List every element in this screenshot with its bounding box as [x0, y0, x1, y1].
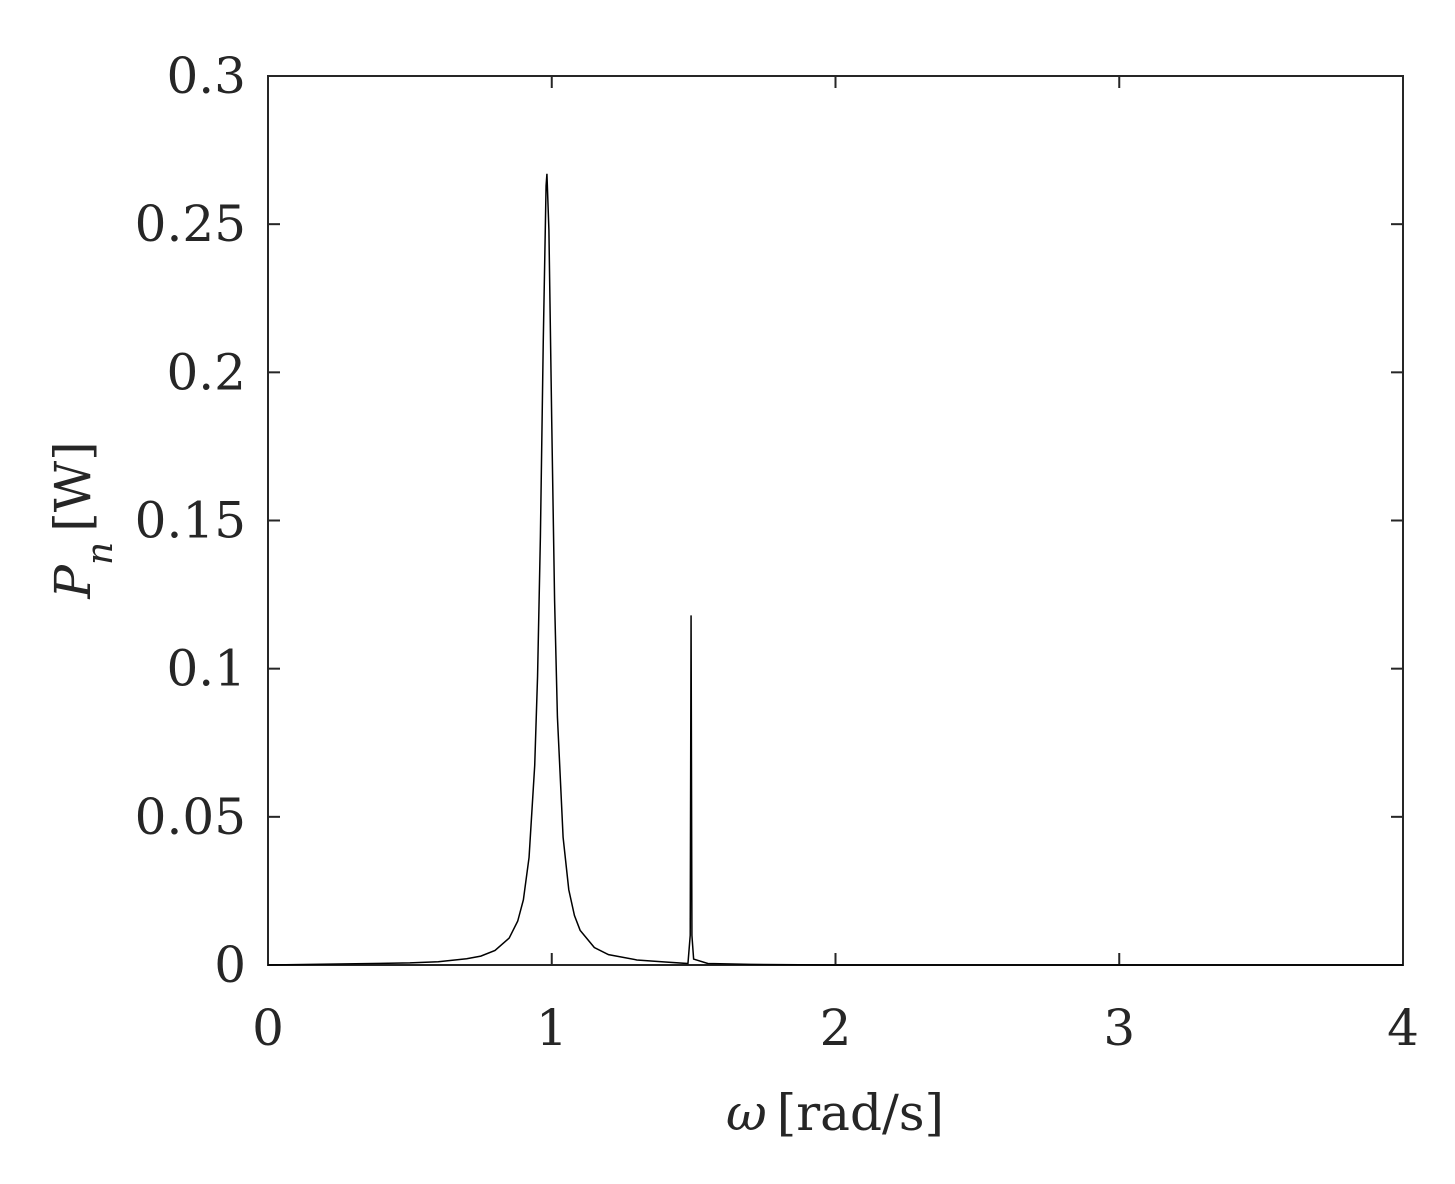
y-tick-label: 0.3 [166, 47, 246, 105]
x-tick-label: 3 [1103, 999, 1135, 1057]
x-tick-label: 1 [536, 999, 568, 1057]
y-label-subscript: n [80, 542, 121, 565]
y-label-unit: [W] [44, 441, 102, 531]
y-tick-label: 0.1 [166, 640, 246, 698]
plot-frame [267, 75, 1404, 966]
x-axis-label: ω [rad/s] [726, 1084, 944, 1142]
y-tick-label: 0.05 [135, 788, 246, 846]
y-axis-label: Pn [W] [44, 441, 121, 599]
y-label-symbol: P [44, 564, 102, 600]
y-tick-label: 0.25 [135, 195, 246, 253]
x-tick-label: 0 [252, 999, 284, 1057]
data-line [267, 173, 1403, 966]
x-tick-label: 4 [1387, 999, 1419, 1057]
y-tick-label: 0 [214, 936, 246, 994]
y-tick-label: 0.15 [135, 492, 246, 550]
x-label-symbol: ω [726, 1084, 767, 1142]
y-tick-label: 0.2 [166, 343, 246, 401]
x-tick-label: 2 [820, 999, 852, 1057]
x-label-unit: [rad/s] [777, 1084, 944, 1142]
